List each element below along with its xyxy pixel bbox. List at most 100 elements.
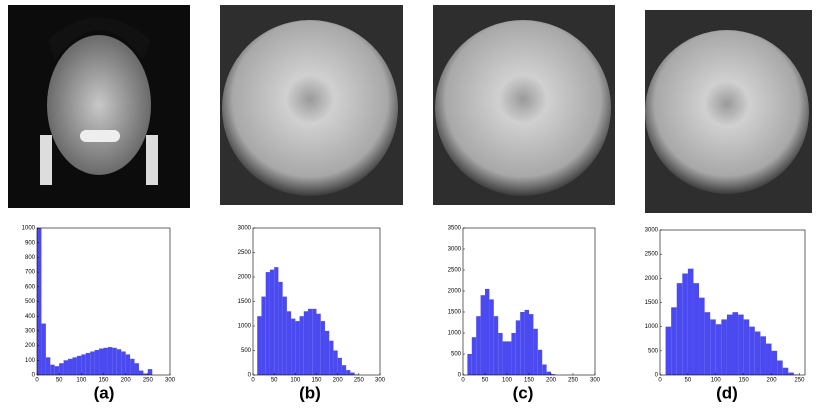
image-c [433,5,615,205]
x-tick-label: 200 [333,378,344,384]
bar [721,319,727,375]
bar [134,363,139,375]
bar [333,350,338,375]
bar [50,364,55,375]
image-b [220,5,403,205]
y-tick-label: 1000 [448,331,462,337]
x-tick-label: 150 [98,378,109,384]
bar [143,373,148,375]
y-tick-label: 700 [25,270,36,276]
y-tick-label: 900 [25,240,36,246]
bar [45,357,51,375]
bar [274,267,279,375]
y-tick-label: 2500 [645,252,659,258]
y-tick-label: 600 [25,284,36,290]
bar [147,369,153,375]
x-tick-label: 200 [121,378,132,384]
bar [533,328,538,375]
panel-label: (d) [716,383,738,402]
bar [269,269,275,375]
y-tick-label: 3500 [448,226,462,232]
panel-label: (c) [513,383,534,402]
y-tick-label: 3000 [238,226,252,232]
bar [529,314,534,375]
bar [480,295,485,375]
bar [76,355,82,375]
image-d [645,10,812,213]
y-tick-label: 500 [648,348,659,354]
y-tick-label: 0 [248,373,252,379]
x-tick-label: 300 [375,378,386,384]
panel-label: (a) [94,383,115,402]
bar [511,333,516,375]
bar [341,365,347,375]
x-tick-label: 250 [143,378,154,384]
bar [282,296,287,375]
bar [760,336,766,375]
bar [551,374,556,375]
x-tick-label: 250 [568,378,579,384]
y-tick-label: 1000 [645,324,659,330]
bar [41,323,46,375]
bar [765,343,772,375]
bar [303,311,309,375]
y-tick-label: 300 [25,328,36,334]
x-tick-label: 150 [311,378,322,384]
bar [112,347,117,375]
bar [546,371,551,375]
histogram: 0 50 100 150 200 250 300 0 100 200 300 400 500 600 700… [22,226,176,384]
bar [320,321,325,375]
x-tick-label: 100 [711,378,722,384]
bar [498,333,503,375]
bar [261,296,266,375]
y-tick-label: 0 [458,373,462,379]
bar [312,308,317,375]
bar [693,283,700,375]
bar [754,331,761,375]
histogram: 0 50 100 150 200 250 3000500100015002000250030… [238,226,386,384]
y-tick-label: 1500 [645,300,659,306]
y-tick-label: 0 [655,373,659,379]
x-tick-label: 300 [165,378,176,384]
bar [687,268,694,375]
bar [542,364,547,375]
bar [771,350,778,375]
bar [94,350,100,375]
x-tick-label: 50 [56,378,63,384]
bar [732,312,739,375]
bar [278,281,283,375]
x-tick-label: 300 [590,378,601,384]
bar [471,337,477,375]
bar [515,320,521,375]
bar [72,357,77,375]
bar [337,357,342,375]
x-tick-label: 0 [658,378,662,384]
x-tick-label: 100 [76,378,87,384]
bar [291,318,296,375]
bar [37,228,42,375]
y-tick-label: 800 [25,255,36,261]
y-tick-label: 0 [32,373,36,379]
bar [121,351,126,375]
y-tick-label: 400 [25,314,36,320]
bar [81,354,86,375]
y-tick-label: 1500 [238,299,252,305]
bar [715,324,722,375]
bar [85,352,91,375]
x-tick-label: 0 [35,378,39,384]
bar [743,319,750,375]
x-tick-label: 50 [685,378,692,384]
bar [257,316,262,375]
bar [502,341,507,375]
bar [103,347,108,375]
bar [329,340,334,375]
bar [324,330,330,375]
y-tick-label: 2500 [238,250,252,256]
bar [749,326,755,375]
histogram: 0 50 100 150 200 250 3000500100015002000250030… [448,226,601,384]
y-tick-label: 1500 [448,310,462,316]
x-tick-label: 200 [546,378,557,384]
x-tick-label: 150 [739,378,750,384]
